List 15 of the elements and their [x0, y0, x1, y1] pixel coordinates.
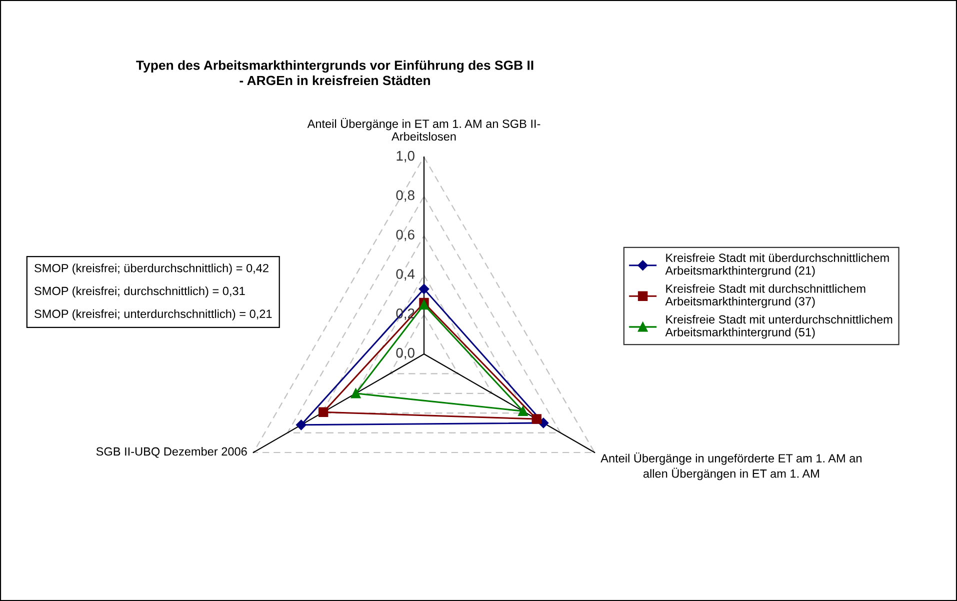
legend-label: Kreisfreie Stadt mit unterdurchschnittlichem Arbeitsmarkthintergrund (51): [665, 314, 892, 339]
y-tick-label: 0,8: [396, 190, 414, 202]
text: SMOP (kreisfrei; durchschnittlich) = 0,31: [34, 286, 245, 298]
chart-title: Typen des Arbeitsmarkthintergrunds vor Einführung des SGB II - ARGEn in kreisfreien Städten: [136, 60, 534, 86]
text: SMOP (kreisfrei; unterdurchschnittlich) = 0,21: [34, 309, 272, 320]
spoke-label: SGB II-UBQ Dezember 2006: [96, 446, 247, 458]
legend-label: Kreisfreie Stadt mit überdurchschnittlichem Arbeitsmarkthintergrund (21): [665, 253, 889, 278]
legend-label: Kreisfreie Stadt mit durchschnittlichem Arbeitsmarkthintergrund (37): [665, 284, 866, 308]
spoke-label: Anteil Übergänge in ungeförderte ET am 1. AM an allen Übergängen in ET am 1. AM: [600, 452, 862, 480]
y-tick-label: 0,6: [396, 230, 414, 242]
text: SMOP (kreisfrei; überdurchschnittlich) = 0,42: [34, 264, 268, 275]
y-tick-label: 0,4: [396, 269, 415, 281]
spoke-label: Anteil Übergänge in ET am 1. AM an SGB II- Arbeitslosen: [307, 118, 540, 141]
y-tick-label: 1,0: [396, 150, 414, 162]
y-tick-label: 0,0: [396, 348, 414, 360]
